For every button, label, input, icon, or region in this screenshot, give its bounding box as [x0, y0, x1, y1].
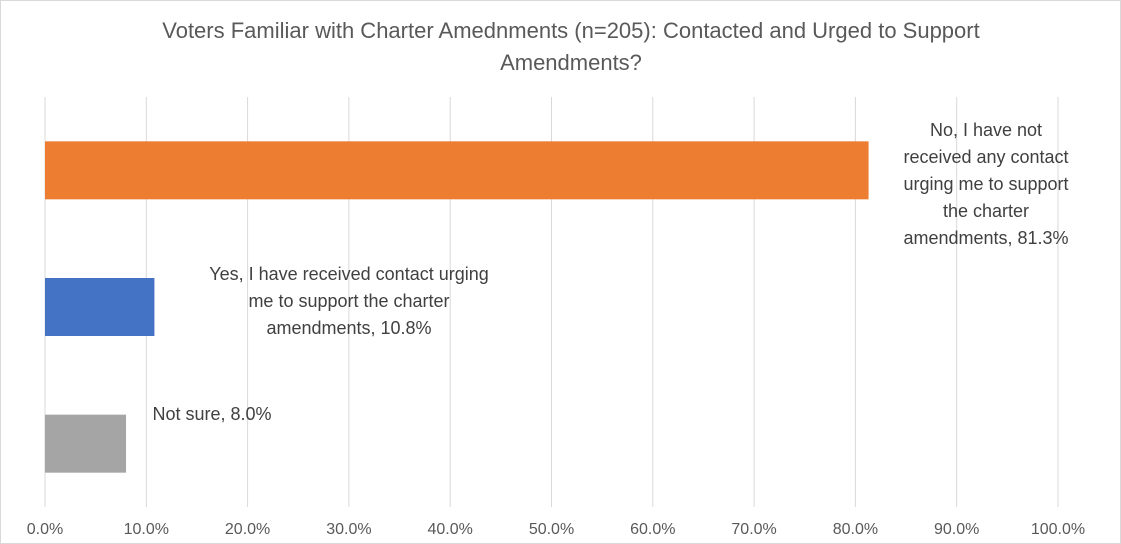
x-tick-label: 0.0% — [27, 521, 63, 538]
x-axis-tick-labels: 0.0% 10.0% 20.0% 30.0% 40.0% 50.0% 60.0% 70.0% 8… — [27, 521, 1085, 538]
data-label-line: Yes, I have received contact urging — [209, 264, 489, 284]
data-label-line: No, I have not — [930, 120, 1042, 140]
x-tick-label: 20.0% — [225, 521, 270, 538]
data-label: No, I have not received any contact urging… — [903, 120, 1068, 248]
x-tick-label: 60.0% — [630, 521, 675, 538]
bar — [45, 278, 155, 336]
data-label: Not sure, 8.0% — [152, 404, 271, 424]
data-label-line: amendments, 81.3% — [903, 228, 1068, 248]
data-label-line: the charter — [943, 201, 1029, 221]
data-label-line: amendments, 10.8% — [266, 318, 431, 338]
data-label: Yes, I have received contact urging me to… — [209, 264, 489, 338]
x-tick-label: 10.0% — [124, 521, 169, 538]
x-tick-label: 40.0% — [428, 521, 473, 538]
data-label-line: urging me to support — [903, 174, 1068, 194]
x-tick-label: 30.0% — [326, 521, 371, 538]
data-label-line: Not sure, 8.0% — [152, 404, 271, 424]
x-tick-label: 70.0% — [731, 521, 776, 538]
x-tick-label: 100.0% — [1031, 521, 1085, 538]
x-tick-label: 80.0% — [833, 521, 878, 538]
x-tick-label: 90.0% — [934, 521, 979, 538]
data-label-line: me to support the charter — [248, 291, 449, 311]
x-tick-label: 50.0% — [529, 521, 574, 538]
chart-title: Voters Familiar with Charter Amednments … — [162, 18, 980, 75]
data-labels: No, I have not received any contact urging… — [152, 120, 1068, 424]
data-label-line: received any contact — [903, 147, 1068, 167]
bars — [45, 141, 869, 473]
bar — [45, 141, 869, 200]
bar — [45, 414, 127, 473]
